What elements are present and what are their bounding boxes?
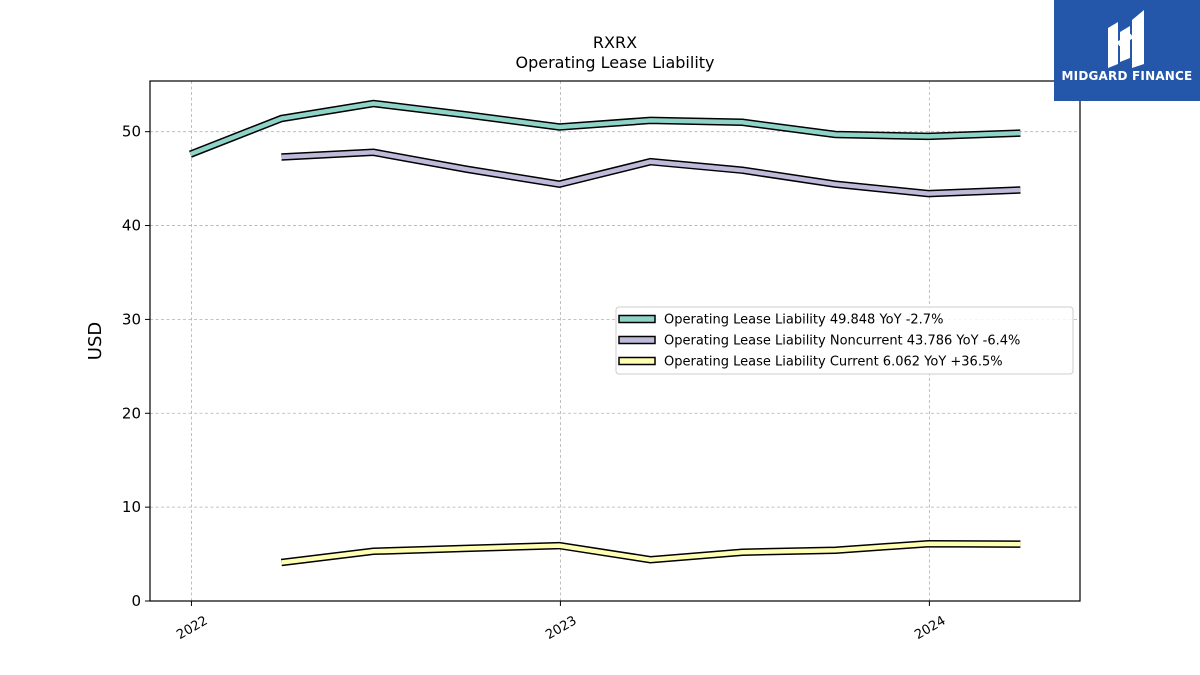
legend-label: Operating Lease Liability 49.848 YoY -2.… [664,313,943,328]
series-line-1 [281,150,1021,196]
y-tick-label: 0 [131,592,141,610]
y-axis-label: USD [85,322,106,360]
chart-subtitle: Operating Lease Liability [515,53,714,72]
series-line-2 [281,541,1021,565]
series-outline-1 [281,148,1021,198]
legend-label: Operating Lease Liability Current 6.062 … [664,355,1003,370]
x-tick-label: 2023 [543,613,579,643]
plot-frame [149,80,1081,602]
y-tick-label: 20 [122,404,141,422]
chart-title: RXRX [593,33,637,52]
x-tick-label: 2022 [174,613,210,643]
logo-mark-icon [1108,10,1144,68]
legend-swatch [618,356,656,366]
ticks: 0 10 20 30 40 50 2022 2023 2024 [122,123,948,643]
y-tick-label: 30 [122,310,141,328]
series-line-0 [189,101,1021,157]
brand-logo: MIDGARD FINANCE [1054,0,1200,101]
y-tick-label: 50 [122,123,141,141]
legend-swatch [618,335,656,345]
x-tick-label: 2024 [912,613,948,643]
y-tick-label: 40 [122,217,141,235]
legend-box [615,306,1074,375]
grid [150,81,1080,602]
logo-text: MIDGARD FINANCE [1061,69,1193,83]
legend: Operating Lease Liability 49.848 YoY -2.… [615,306,1074,375]
series-layer [189,99,1021,567]
y-tick-label: 10 [122,498,141,516]
legend-label: Operating Lease Liability Noncurrent 43.… [664,334,1020,349]
legend-swatch [618,314,656,324]
